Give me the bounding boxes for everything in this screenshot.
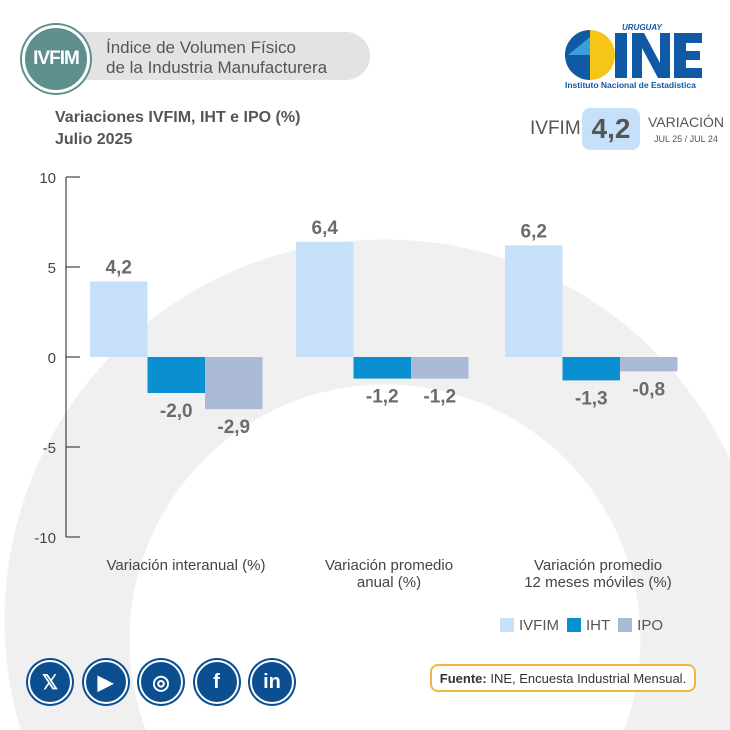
- source-text: INE, Encuesta Industrial Mensual.: [486, 670, 687, 686]
- chart-subtitle: Julio 2025: [55, 131, 133, 148]
- kpi-value: 4,2: [582, 108, 640, 150]
- y-tick-label: -5: [43, 440, 56, 457]
- chart-title-block: Variaciones IVFIM, IHT e IPO (%) Julio 2…: [55, 107, 300, 151]
- title-line-1: Índice de Volumen Físico: [106, 38, 296, 57]
- kpi-caption: VARIACIÓN: [648, 114, 724, 130]
- legend: IVFIM IHT IPO: [500, 617, 663, 634]
- category-label-line: Variación promedio: [533, 557, 663, 574]
- title-line-2: de la Industria Manufacturera: [106, 58, 328, 77]
- bar-ipo: [411, 357, 469, 379]
- legend-label: IVFIM: [519, 617, 559, 634]
- data-label: -1,2: [423, 387, 456, 408]
- data-label: 6,4: [312, 218, 339, 239]
- ine-logo: URUGUAY Instituto Nacional de Estadístic…: [560, 23, 710, 95]
- bar-ivfim: [90, 281, 148, 357]
- data-label: -0,8: [632, 379, 665, 400]
- instagram-icon[interactable]: ◎: [139, 660, 183, 704]
- data-label: 6,2: [521, 221, 547, 242]
- bar-ipo: [620, 357, 678, 372]
- bar-iht: [353, 357, 411, 379]
- legend-ipo: IPO: [618, 617, 663, 634]
- legend-label: IHT: [586, 617, 611, 634]
- legend-swatch: [500, 618, 514, 632]
- ivfim-badge: IVFIM: [22, 25, 90, 93]
- linkedin-icon[interactable]: in: [250, 660, 294, 704]
- x-icon[interactable]: 𝕏: [28, 660, 72, 704]
- category-label-line: anual (%): [356, 574, 422, 591]
- category-label-line: Variación promedio: [324, 557, 454, 574]
- y-tick-label: 0: [48, 350, 56, 367]
- data-label: -2,9: [217, 417, 250, 438]
- category-label-line: Variación interanual (%): [106, 557, 266, 574]
- kpi-period: JUL 25 / JUL 24: [654, 134, 718, 144]
- logo-subtitle: Instituto Nacional de Estadística: [565, 80, 696, 90]
- youtube-icon[interactable]: ▶: [83, 660, 128, 704]
- bar-iht: [147, 357, 205, 393]
- category-label: Variación interanual (%): [86, 557, 286, 574]
- bar-chart: 10 5 0 -5 -10 4,2 -2,0 -2,9 6,4 -1,2 -1,2 6,2 -1,3 -0…: [34, 170, 678, 547]
- bar-iht: [562, 357, 620, 381]
- data-label: -2,0: [160, 401, 193, 422]
- legend-iht: IHT: [567, 617, 610, 634]
- y-tick-label: 10: [39, 170, 56, 187]
- category-label-line: 12 meses móviles (%): [524, 574, 672, 591]
- data-label: 4,2: [106, 257, 132, 278]
- kpi-label: IVFIM: [530, 118, 581, 139]
- legend-swatch: [618, 618, 633, 632]
- page-title: Índice de Volumen Físico de la Industria…: [106, 38, 327, 78]
- chart-title: Variaciones IVFIM, IHT e IPO (%): [55, 109, 301, 126]
- category-label: Variación promedio anual (%): [289, 557, 489, 591]
- source-label: Fuente:: [439, 670, 487, 686]
- legend-swatch: [567, 618, 581, 632]
- legend-ivfim: IVFIM: [500, 617, 559, 634]
- bar-ivfim: [505, 245, 563, 357]
- category-label: Variación promedio 12 meses móviles (%): [498, 557, 698, 591]
- facebook-icon[interactable]: f: [194, 660, 239, 704]
- source-note: Fuente: INE, Encuesta Industrial Mensual…: [430, 664, 696, 692]
- y-tick-label: 5: [48, 260, 56, 277]
- data-label: -1,2: [366, 387, 399, 408]
- logo-country: URUGUAY: [622, 23, 662, 32]
- y-tick-label: -10: [34, 530, 56, 547]
- data-label: -1,3: [575, 388, 608, 409]
- bar-ivfim: [296, 241, 354, 357]
- bar-ipo: [205, 357, 263, 410]
- ine-logo-mark: [565, 30, 702, 80]
- legend-label: IPO: [637, 617, 664, 634]
